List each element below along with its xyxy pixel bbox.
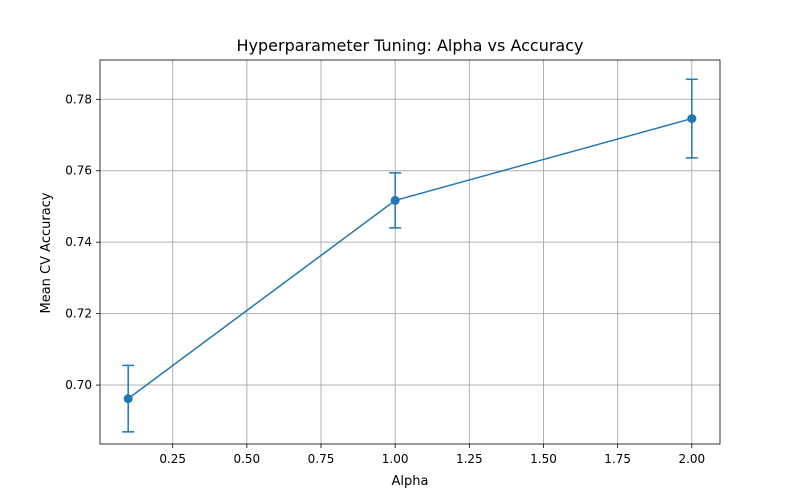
chart-title: Hyperparameter Tuning: Alpha vs Accuracy xyxy=(237,36,584,55)
y-tick-label: 0.76 xyxy=(65,164,92,178)
x-tick-label: 0.50 xyxy=(233,452,260,466)
x-tick-label: 0.75 xyxy=(308,452,335,466)
x-tick-label: 0.25 xyxy=(159,452,186,466)
x-tick-label: 1.50 xyxy=(530,452,557,466)
grid-layer xyxy=(100,60,720,444)
data-point xyxy=(390,195,400,205)
x-axis-label: Alpha xyxy=(392,474,429,489)
y-tick-label: 0.70 xyxy=(65,378,92,392)
ticks-layer: 0.25 0.50 0.75 1.00 1.25 1.50 1.75 2.00 0.70 0.72… xyxy=(65,92,705,466)
x-tick-label: 2.00 xyxy=(678,452,705,466)
data-point xyxy=(123,394,133,404)
x-tick-label: 1.75 xyxy=(604,452,631,466)
series-layer xyxy=(122,78,698,433)
y-tick-label: 0.74 xyxy=(65,235,92,249)
y-tick-label: 0.72 xyxy=(65,307,92,321)
plot-frame xyxy=(99,59,721,445)
y-axis-label: Mean CV Accuracy xyxy=(39,192,54,313)
data-point xyxy=(687,114,697,124)
axes-layer xyxy=(99,59,721,445)
y-tick-label: 0.78 xyxy=(65,92,92,106)
x-tick-label: 1.00 xyxy=(382,452,409,466)
x-tick-label: 1.25 xyxy=(456,452,483,466)
